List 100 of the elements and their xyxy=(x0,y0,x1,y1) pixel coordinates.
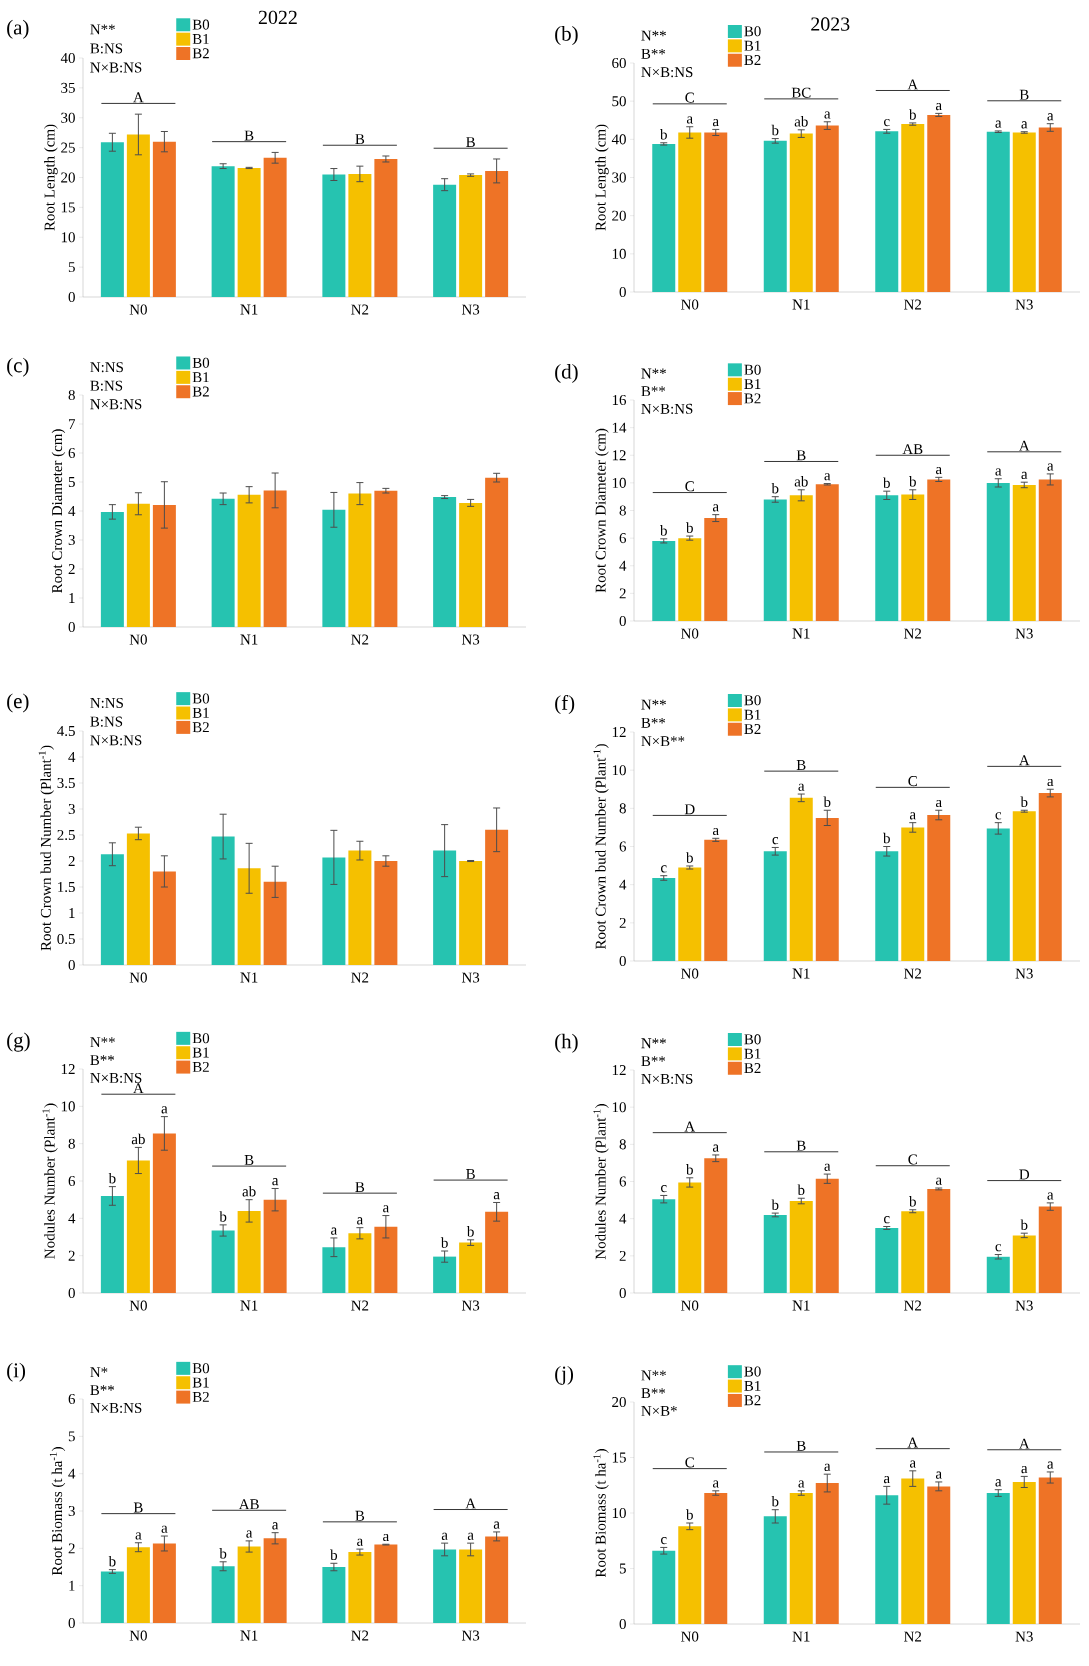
bar xyxy=(678,538,702,622)
bar xyxy=(485,1211,509,1294)
bar xyxy=(263,490,287,628)
legend-label: B2 xyxy=(744,1395,761,1406)
data-label: b xyxy=(466,1226,474,1237)
bar xyxy=(433,497,457,628)
bar xyxy=(152,1133,176,1294)
data-label: ab xyxy=(242,1185,256,1197)
y-tick-label: 0 xyxy=(68,959,75,971)
legend-label: B1 xyxy=(744,1380,761,1391)
data-label: b xyxy=(771,482,779,494)
bar xyxy=(348,493,372,628)
data-label: ab xyxy=(794,116,808,127)
data-label: b xyxy=(219,1548,227,1559)
bar xyxy=(986,1256,1010,1294)
x-tick-label: N2 xyxy=(351,972,369,983)
bar xyxy=(875,495,899,622)
y-tick-label: 2 xyxy=(619,917,626,928)
y-tick-label: 12 xyxy=(612,450,626,461)
y-tick-label: 2 xyxy=(619,1250,626,1261)
annotation: B xyxy=(355,1182,365,1192)
data-label: b xyxy=(909,476,916,487)
data-label: b xyxy=(686,1509,693,1520)
data-label: a xyxy=(161,1525,168,1533)
x-tick-label: N3 xyxy=(461,1300,480,1311)
data-label: b xyxy=(660,525,667,536)
data-label: a xyxy=(135,1532,142,1540)
y-axis-title: Root Biomass (t ha$^{-1}$) xyxy=(49,1447,66,1576)
y-tick-label: 12 xyxy=(612,727,626,737)
x-tick-label: N1 xyxy=(240,1300,258,1311)
data-label: a xyxy=(712,1144,719,1152)
legend-label: B1 xyxy=(192,1047,209,1058)
bar xyxy=(263,1538,287,1624)
annotation: B xyxy=(133,1502,143,1513)
chart-title: (d) xyxy=(555,364,578,383)
bar xyxy=(678,1182,702,1294)
data-label: a xyxy=(1021,471,1028,479)
data-label: a xyxy=(272,1522,279,1530)
data-label: a xyxy=(383,1205,389,1213)
bar xyxy=(927,479,951,622)
annotation: B xyxy=(796,450,806,461)
bar xyxy=(485,477,509,628)
annotation: A xyxy=(1019,440,1030,451)
bar xyxy=(237,1210,261,1294)
text: B** xyxy=(641,1056,666,1067)
bar xyxy=(763,499,787,622)
x-tick-label: N1 xyxy=(792,1631,810,1642)
legend-label: B0 xyxy=(744,1034,761,1045)
data-label: a xyxy=(995,468,1002,476)
y-tick-label: 8 xyxy=(68,389,75,401)
data-label: c xyxy=(995,1244,1002,1252)
x-tick-label: N0 xyxy=(681,299,699,310)
bar xyxy=(1012,1481,1036,1625)
bar xyxy=(263,157,287,297)
y-axis-title: Root Crown bud Number (Plant$^{-1}$) xyxy=(593,744,609,950)
bar xyxy=(986,1493,1010,1625)
annotation: A xyxy=(907,1437,919,1448)
data-label: c xyxy=(661,1537,667,1545)
y-tick-label: 2 xyxy=(68,1543,75,1554)
data-label: b xyxy=(797,1184,805,1196)
bar xyxy=(100,854,124,966)
y-tick-label: 6 xyxy=(68,448,76,459)
y-tick-label: 40 xyxy=(611,134,626,145)
annotation: B xyxy=(796,760,806,770)
bar xyxy=(678,1526,702,1625)
chart-title: (f) xyxy=(555,694,575,715)
data-label: ab xyxy=(131,1133,145,1145)
bar xyxy=(927,1188,951,1294)
bar xyxy=(152,504,176,628)
annotation: A xyxy=(1019,755,1030,766)
bar xyxy=(763,140,787,292)
y-tick-label: 5 xyxy=(68,1431,75,1442)
data-label: b xyxy=(686,852,693,863)
x-tick-label: N0 xyxy=(681,628,699,639)
bar xyxy=(789,1201,813,1294)
data-label: a xyxy=(161,1106,168,1114)
bar xyxy=(322,1247,346,1294)
y-tick-label: 5 xyxy=(68,262,75,273)
annotation: N×B** xyxy=(641,736,685,747)
y-tick-label: 2 xyxy=(619,588,626,599)
bar xyxy=(678,867,702,962)
y-tick-label: 0.5 xyxy=(57,933,75,945)
x-tick-label: N3 xyxy=(461,634,480,645)
bar xyxy=(263,881,287,966)
y-tick-label: 15 xyxy=(61,202,75,213)
annotation: D xyxy=(684,804,695,815)
y-tick-label: 6 xyxy=(68,1394,76,1405)
x-tick-label: N0 xyxy=(129,1300,147,1311)
annotation: N×B:NS xyxy=(641,403,693,414)
data-label: b xyxy=(108,1555,116,1567)
x-tick-label: N1 xyxy=(240,1630,258,1641)
annotation: A xyxy=(1019,1438,1030,1449)
bar xyxy=(927,815,951,962)
text: N** xyxy=(641,1038,666,1049)
chart-title: (e) xyxy=(7,693,29,713)
chart-subtitle: 2022 xyxy=(258,10,297,25)
y-axis-title: Nodules Number (Plant$^{-1}$) xyxy=(593,1104,609,1260)
data-label: b xyxy=(883,477,890,488)
data-label: a xyxy=(712,119,719,127)
y-tick-label: 20 xyxy=(612,1396,626,1408)
